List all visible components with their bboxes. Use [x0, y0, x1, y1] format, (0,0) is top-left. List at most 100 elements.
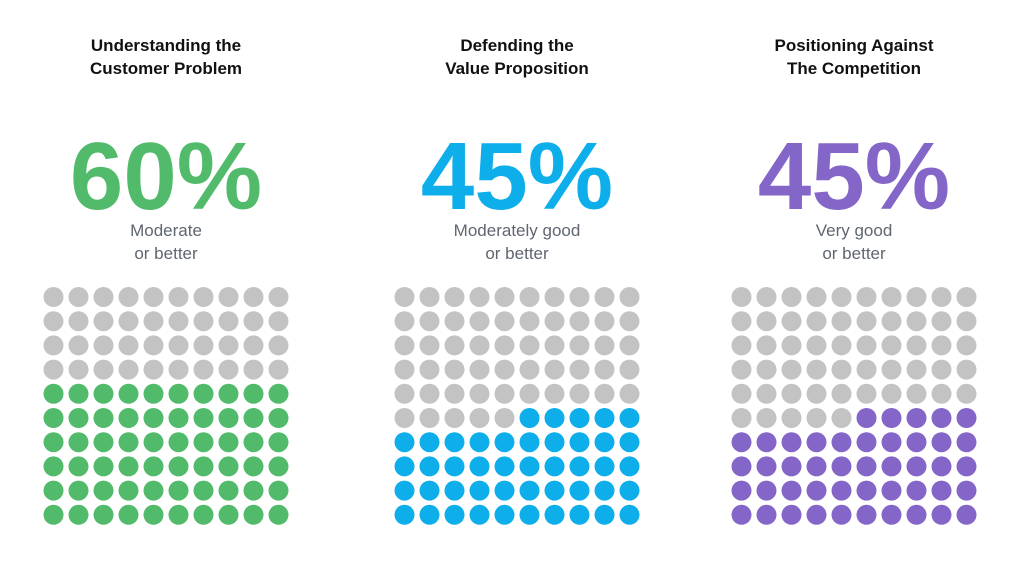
waffle-dot-empty — [956, 335, 977, 356]
waffle-dot-empty — [494, 311, 515, 332]
waffle-dot-empty — [494, 335, 515, 356]
waffle-dot-empty — [781, 383, 802, 404]
waffle-dot-filled — [193, 432, 214, 453]
waffle-dot-filled — [68, 408, 89, 428]
waffle-dot-filled — [756, 432, 777, 453]
waffle-dot-filled — [881, 408, 902, 428]
waffle-dot-empty — [831, 359, 852, 380]
waffle-dot-filled — [856, 480, 877, 501]
waffle-dot-empty — [118, 335, 139, 356]
waffle-dot-filled — [268, 383, 289, 404]
waffle-dot-empty — [243, 359, 264, 380]
waffle-dot-filled — [906, 408, 927, 428]
waffle-dot-empty — [469, 408, 490, 428]
waffle-dot-empty — [93, 287, 114, 307]
waffle-dot-filled — [569, 456, 590, 477]
waffle-dot-empty — [731, 383, 752, 404]
panel-title: Defending the Value Proposition — [445, 36, 589, 78]
waffle-dot-filled — [569, 408, 590, 428]
waffle-dot-empty — [469, 383, 490, 404]
waffle-dot-filled — [594, 456, 615, 477]
waffle-dot-empty — [519, 359, 540, 380]
value-label: 60% — [70, 123, 262, 230]
waffle-dot-filled — [444, 480, 465, 501]
waffle-dot-filled — [43, 504, 64, 525]
waffle-dot-empty — [731, 287, 752, 307]
waffle-dot-filled — [43, 432, 64, 453]
waffle-dot-empty — [519, 311, 540, 332]
waffle-grid — [731, 287, 977, 525]
waffle-dot-empty — [881, 359, 902, 380]
waffle-dot-filled — [881, 504, 902, 525]
waffle-dot-filled — [619, 480, 640, 501]
waffle-dot-filled — [931, 432, 952, 453]
waffle-dot-empty — [731, 335, 752, 356]
waffle-dot-filled — [731, 432, 752, 453]
waffle-dot-filled — [856, 504, 877, 525]
waffle-dot-empty — [906, 311, 927, 332]
waffle-dot-empty — [931, 287, 952, 307]
waffle-dot-empty — [806, 287, 827, 307]
waffle-dot-filled — [781, 456, 802, 477]
waffle-dot-filled — [419, 504, 440, 525]
waffle-dot-filled — [494, 504, 515, 525]
waffle-dot-empty — [268, 311, 289, 332]
waffle-dot-empty — [544, 335, 565, 356]
waffle-dot-filled — [268, 504, 289, 525]
waffle-dot-filled — [619, 504, 640, 525]
waffle-dot-empty — [43, 359, 64, 380]
waffle-dot-filled — [93, 432, 114, 453]
waffle-dot-empty — [268, 335, 289, 356]
waffle-dot-filled — [394, 456, 415, 477]
waffle-dot-empty — [569, 311, 590, 332]
waffle-dot-filled — [731, 504, 752, 525]
waffle-dot-empty — [519, 383, 540, 404]
waffle-dot-filled — [906, 480, 927, 501]
waffle-dot-filled — [544, 432, 565, 453]
waffle-dot-filled — [193, 456, 214, 477]
waffle-dot-filled — [143, 504, 164, 525]
waffle-dot-filled — [143, 456, 164, 477]
waffle-dot-empty — [419, 359, 440, 380]
waffle-dot-filled — [856, 432, 877, 453]
waffle-dot-filled — [519, 432, 540, 453]
waffle-dot-filled — [268, 456, 289, 477]
waffle-dot-empty — [444, 335, 465, 356]
waffle-dot-filled — [756, 456, 777, 477]
waffle-dot-empty — [594, 335, 615, 356]
waffle-dot-empty — [781, 335, 802, 356]
waffle-dot-empty — [594, 311, 615, 332]
waffle-dot-filled — [43, 408, 64, 428]
waffle-dot-empty — [469, 335, 490, 356]
waffle-dot-empty — [143, 287, 164, 307]
waffle-dot-empty — [444, 287, 465, 307]
waffle-dot-filled — [43, 383, 64, 404]
waffle-dot-empty — [756, 311, 777, 332]
waffle-dot-empty — [906, 335, 927, 356]
waffle-dot-empty — [168, 359, 189, 380]
waffle-dot-empty — [193, 311, 214, 332]
waffle-dot-empty — [469, 359, 490, 380]
waffle-dot-empty — [856, 335, 877, 356]
waffle-dot-empty — [756, 287, 777, 307]
waffle-dot-empty — [494, 359, 515, 380]
waffle-dot-empty — [881, 383, 902, 404]
waffle-dot-filled — [93, 408, 114, 428]
waffle-dot-filled — [594, 432, 615, 453]
waffle-dot-empty — [931, 335, 952, 356]
waffle-dot-empty — [619, 311, 640, 332]
waffle-dot-empty — [544, 311, 565, 332]
waffle-dot-empty — [419, 408, 440, 428]
waffle-dot-empty — [519, 335, 540, 356]
waffle-dot-filled — [781, 480, 802, 501]
waffle-dot-filled — [956, 456, 977, 477]
waffle-dot-filled — [806, 432, 827, 453]
waffle-dot-empty — [781, 287, 802, 307]
waffle-dot-empty — [444, 359, 465, 380]
waffle-dot-filled — [193, 408, 214, 428]
waffle-dot-empty — [218, 311, 239, 332]
waffle-dot-filled — [906, 456, 927, 477]
waffle-dot-filled — [93, 480, 114, 501]
waffle-dot-empty — [831, 335, 852, 356]
waffle-dot-filled — [881, 432, 902, 453]
